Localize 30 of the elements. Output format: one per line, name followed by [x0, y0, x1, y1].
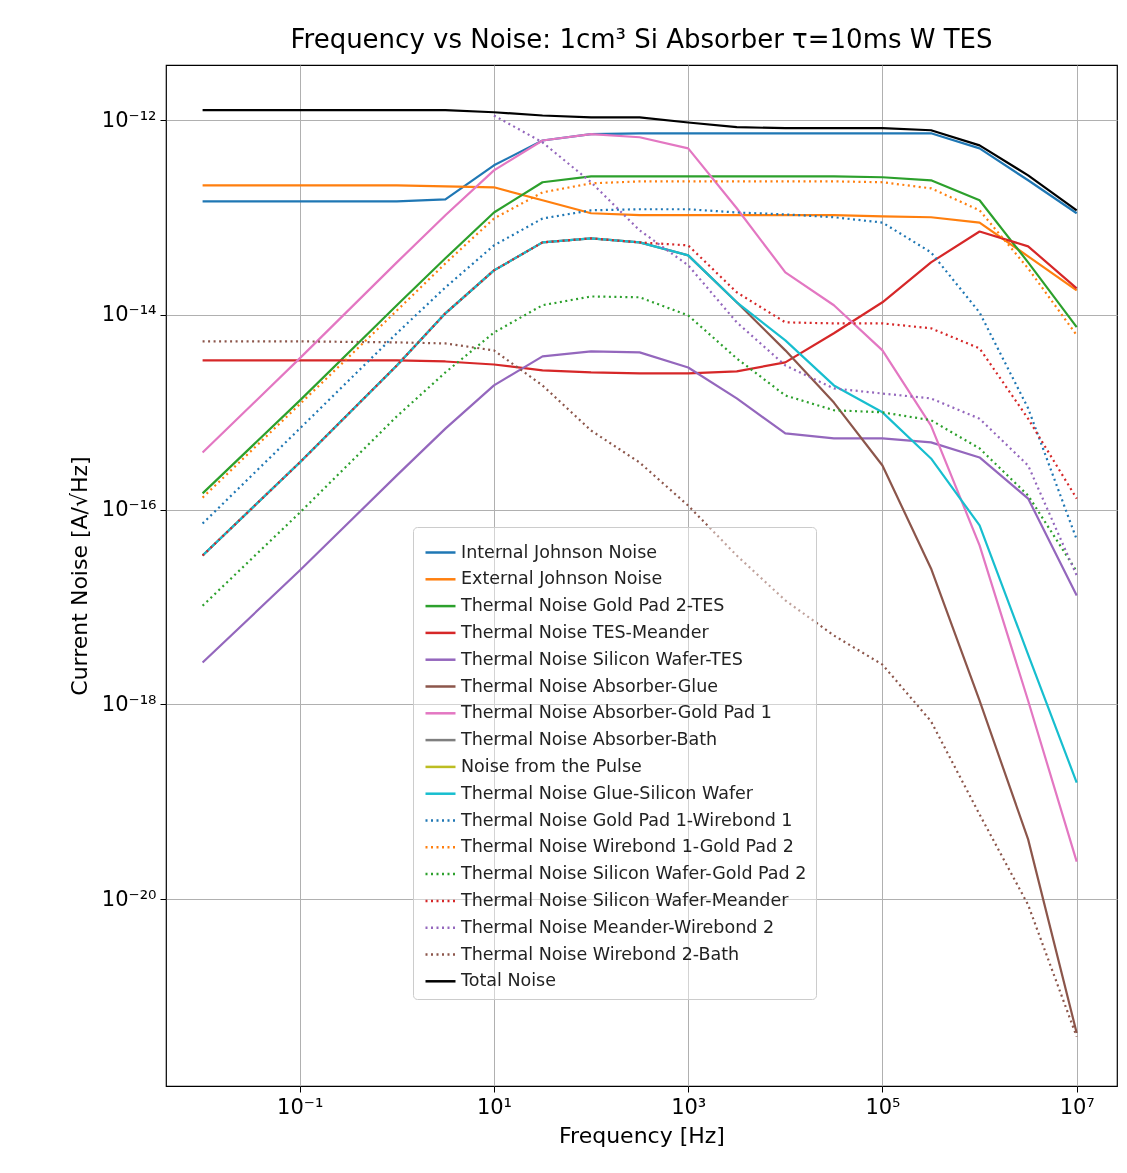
y-axis-title: Current Noise [A/√Hz] [66, 456, 92, 696]
legend-label: Internal Johnson Noise [461, 541, 658, 562]
x-tick-label: 10¹ [476, 1094, 513, 1119]
legend-label: Thermal Noise Absorber-Gold Pad 1 [460, 702, 772, 723]
legend-label: Thermal Noise Silicon Wafer-TES [460, 648, 743, 669]
x-tick-label: 10⁵ [865, 1094, 901, 1119]
legend-label: Thermal Noise Absorber-Glue [460, 675, 719, 696]
legend-label: External Johnson Noise [461, 568, 663, 589]
legend-label: Noise from the Pulse [461, 755, 642, 776]
y-tick-label: 10⁻¹² [101, 107, 157, 132]
legend-label: Thermal Noise Absorber-Bath [460, 729, 718, 750]
y-tick-label: 10⁻²⁰ [101, 886, 157, 911]
legend-label: Thermal Noise Silicon Wafer-Meander [460, 889, 790, 910]
legend-label: Thermal Noise Meander-Wirebond 2 [460, 916, 775, 937]
legend-label: Thermal Noise Glue-Silicon Wafer [460, 782, 754, 803]
legend-label: Thermal Noise Wirebond 2-Bath [460, 943, 740, 964]
legend-label: Thermal Noise Gold Pad 1-Wirebond 1 [460, 809, 793, 830]
legend-label: Total Noise [460, 970, 556, 991]
x-tick-label: 10³ [671, 1094, 707, 1119]
y-tick-label: 10⁻¹⁶ [101, 497, 157, 522]
legend-label: Thermal Noise Silicon Wafer-Gold Pad 2 [460, 863, 807, 884]
x-axis-title: Frequency [Hz] [559, 1122, 725, 1148]
y-tick-label: 10⁻¹⁸ [101, 691, 157, 716]
legend-label: Thermal Noise Wirebond 1-Gold Pad 2 [460, 836, 794, 857]
x-tick-label: 10⁻¹ [277, 1094, 324, 1119]
x-tick-label: 10⁷ [1059, 1094, 1095, 1119]
legend-label: Thermal Noise TES-Meander [460, 621, 710, 642]
y-tick-label: 10⁻¹⁴ [101, 302, 157, 327]
legend-label: Thermal Noise Gold Pad 2-TES [460, 595, 725, 616]
chart-title: Frequency vs Noise: 1cm³ Si Absorber τ=10ms W TES [290, 24, 993, 54]
